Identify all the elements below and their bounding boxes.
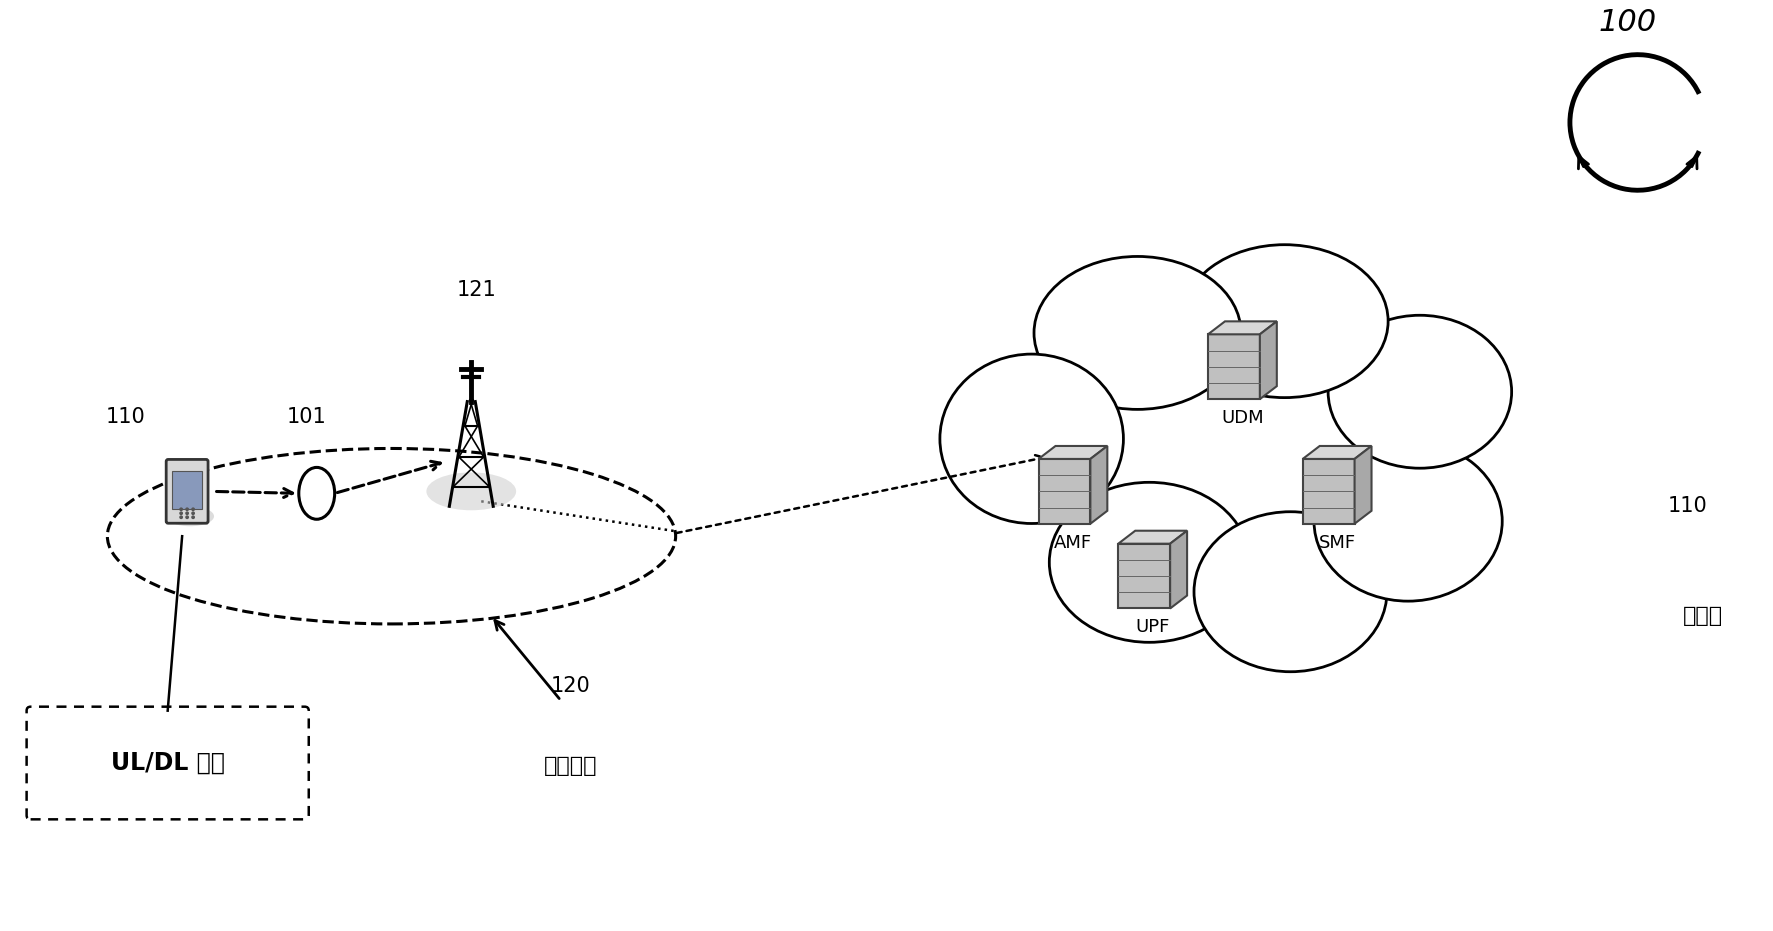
Circle shape (186, 516, 188, 519)
Ellipse shape (1328, 316, 1512, 468)
Text: UPF: UPF (1135, 618, 1170, 637)
Text: 110: 110 (105, 407, 145, 426)
Text: 121: 121 (456, 280, 496, 300)
Circle shape (186, 512, 188, 515)
Ellipse shape (426, 472, 516, 510)
Polygon shape (1355, 446, 1372, 524)
Polygon shape (1207, 321, 1277, 334)
Circle shape (191, 512, 195, 515)
Circle shape (191, 508, 195, 510)
Ellipse shape (1314, 441, 1502, 601)
Ellipse shape (167, 506, 215, 526)
Text: 100: 100 (1599, 7, 1656, 36)
FancyBboxPatch shape (1119, 544, 1170, 609)
Ellipse shape (1050, 482, 1250, 642)
Text: 核心网: 核心网 (1683, 606, 1723, 626)
FancyBboxPatch shape (1039, 459, 1090, 524)
Text: 120: 120 (551, 676, 590, 695)
FancyBboxPatch shape (1207, 334, 1261, 399)
Circle shape (191, 516, 195, 519)
FancyBboxPatch shape (167, 459, 207, 523)
Polygon shape (1170, 531, 1188, 609)
Circle shape (179, 512, 183, 515)
Text: AMF: AMF (1053, 533, 1092, 552)
FancyBboxPatch shape (172, 471, 202, 509)
Polygon shape (1119, 531, 1188, 544)
Text: 110: 110 (1668, 496, 1707, 517)
Ellipse shape (1034, 256, 1241, 410)
Circle shape (179, 516, 183, 519)
Ellipse shape (1193, 512, 1386, 672)
FancyBboxPatch shape (27, 707, 309, 819)
Text: UL/DL 传输: UL/DL 传输 (110, 751, 225, 775)
Polygon shape (1261, 321, 1277, 399)
Text: 101: 101 (287, 407, 326, 426)
Polygon shape (1090, 446, 1108, 524)
Text: UDM: UDM (1222, 409, 1264, 427)
Polygon shape (1039, 446, 1108, 459)
Circle shape (186, 508, 188, 510)
Circle shape (179, 508, 183, 510)
FancyBboxPatch shape (1303, 459, 1355, 524)
Ellipse shape (940, 354, 1124, 523)
Text: 接入网络: 接入网络 (544, 755, 598, 776)
Text: SMF: SMF (1319, 533, 1356, 552)
Ellipse shape (1181, 245, 1388, 398)
Ellipse shape (300, 467, 335, 519)
Polygon shape (1303, 446, 1372, 459)
